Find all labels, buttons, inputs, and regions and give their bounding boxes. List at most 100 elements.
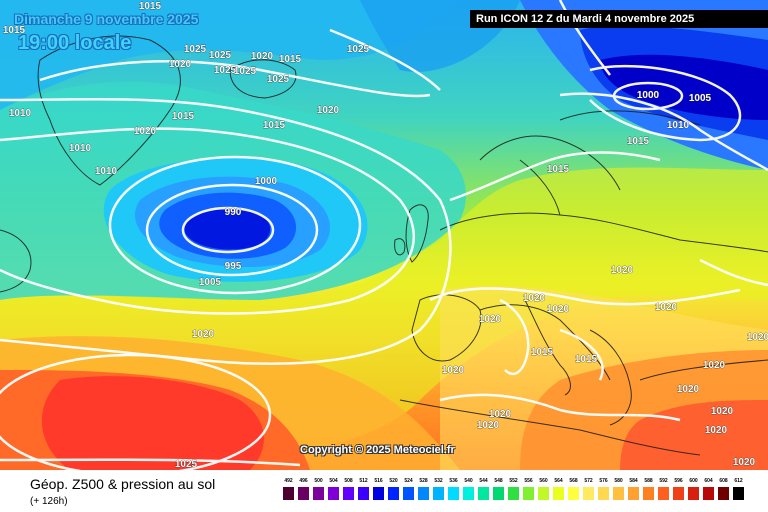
scale-step: 568 bbox=[568, 477, 579, 507]
scale-step: 504 bbox=[328, 477, 339, 507]
scale-step: 556 bbox=[523, 477, 534, 507]
isobar-label: 1020 bbox=[733, 457, 756, 468]
scale-label: 532 bbox=[434, 478, 443, 484]
isobar-label: 1020 bbox=[655, 302, 678, 313]
scale-label: 512 bbox=[359, 478, 368, 484]
scale-step: 580 bbox=[613, 477, 624, 507]
isobar-label: 1010 bbox=[9, 108, 32, 119]
scale-swatch bbox=[343, 487, 354, 500]
scale-swatch bbox=[613, 487, 624, 500]
scale-swatch bbox=[448, 487, 459, 500]
isobar-label: 1020 bbox=[169, 59, 192, 70]
scale-swatch bbox=[733, 487, 744, 500]
isobar-label: 1000 bbox=[637, 90, 660, 101]
scale-label: 568 bbox=[569, 478, 578, 484]
isobar-label: 1015 bbox=[575, 354, 598, 365]
scale-label: 600 bbox=[689, 478, 698, 484]
scale-label: 492 bbox=[284, 478, 293, 484]
scale-step: 608 bbox=[718, 477, 729, 507]
isobar-label: 1020 bbox=[705, 425, 728, 436]
scale-swatch bbox=[328, 487, 339, 500]
scale-step: 496 bbox=[298, 477, 309, 507]
scale-step: 524 bbox=[403, 477, 414, 507]
isobar-label: 1010 bbox=[69, 143, 92, 154]
scale-step: 548 bbox=[493, 477, 504, 507]
scale-step: 576 bbox=[598, 477, 609, 507]
isobar-label: 1025 bbox=[234, 66, 257, 77]
valid-time: 19:00 locale bbox=[18, 32, 132, 54]
scale-step: 520 bbox=[388, 477, 399, 507]
scale-label: 576 bbox=[599, 478, 608, 484]
scale-step: 532 bbox=[433, 477, 444, 507]
isobar-label: 1025 bbox=[347, 44, 370, 55]
scale-step: 492 bbox=[283, 477, 294, 507]
scale-step: 500 bbox=[313, 477, 324, 507]
isobar-label: 1020 bbox=[192, 329, 215, 340]
scale-step: 588 bbox=[643, 477, 654, 507]
isobar-label: 1015 bbox=[547, 164, 570, 175]
forecast-lead-time: (+ 126h) bbox=[30, 496, 68, 507]
scale-label: 516 bbox=[374, 478, 383, 484]
isobar-label: 1020 bbox=[442, 365, 465, 376]
scale-step: 508 bbox=[343, 477, 354, 507]
isobar-label: 1015 bbox=[172, 111, 195, 122]
isobar-label: 1025 bbox=[267, 74, 290, 85]
scale-label: 548 bbox=[494, 478, 503, 484]
scale-step: 552 bbox=[508, 477, 519, 507]
scale-step: 612 bbox=[733, 477, 744, 507]
scale-label: 536 bbox=[449, 478, 458, 484]
scale-swatch bbox=[358, 487, 369, 500]
scale-swatch bbox=[463, 487, 474, 500]
isobar-label: 1000 bbox=[255, 176, 278, 187]
scale-label: 584 bbox=[629, 478, 638, 484]
scale-swatch bbox=[703, 487, 714, 500]
scale-swatch bbox=[298, 487, 309, 500]
scale-swatch bbox=[478, 487, 489, 500]
isobar-label: 1005 bbox=[199, 277, 222, 288]
isobar-label: 1025 bbox=[209, 50, 232, 61]
isobar-label: 1010 bbox=[95, 166, 118, 177]
scale-swatch bbox=[388, 487, 399, 500]
scale-swatch bbox=[493, 487, 504, 500]
scale-swatch bbox=[538, 487, 549, 500]
isobar-label: 1020 bbox=[489, 409, 512, 420]
scale-label: 528 bbox=[419, 478, 428, 484]
scale-label: 588 bbox=[644, 478, 653, 484]
scale-step: 592 bbox=[658, 477, 669, 507]
scale-swatch bbox=[553, 487, 564, 500]
scale-swatch bbox=[283, 487, 294, 500]
isobar-label: 1020 bbox=[711, 406, 734, 417]
scale-swatch bbox=[598, 487, 609, 500]
scale-swatch bbox=[508, 487, 519, 500]
isobar-label: 1015 bbox=[3, 25, 26, 36]
scale-swatch bbox=[418, 487, 429, 500]
isobar-label: 1015 bbox=[139, 1, 162, 12]
isobar-label: 990 bbox=[225, 207, 242, 218]
scale-step: 604 bbox=[703, 477, 714, 507]
scale-swatch bbox=[583, 487, 594, 500]
scale-label: 560 bbox=[539, 478, 548, 484]
scale-swatch bbox=[673, 487, 684, 500]
scale-swatch bbox=[718, 487, 729, 500]
isobar-label: 1020 bbox=[611, 265, 634, 276]
isobar-label: 1025 bbox=[175, 459, 198, 470]
isobar-label: 1015 bbox=[627, 136, 650, 147]
scale-swatch bbox=[628, 487, 639, 500]
scale-label: 552 bbox=[509, 478, 518, 484]
scale-label: 524 bbox=[404, 478, 413, 484]
scale-swatch bbox=[523, 487, 534, 500]
scale-label: 544 bbox=[479, 478, 488, 484]
scale-label: 564 bbox=[554, 478, 563, 484]
scale-label: 572 bbox=[584, 478, 593, 484]
scale-step: 516 bbox=[373, 477, 384, 507]
scale-label: 504 bbox=[329, 478, 338, 484]
model-run-label: Run ICON 12 Z du Mardi 4 novembre 2025 bbox=[470, 10, 768, 28]
scale-swatch bbox=[568, 487, 579, 500]
scale-step: 540 bbox=[463, 477, 474, 507]
isobar-label: 1015 bbox=[531, 347, 554, 358]
isobar-label: 1025 bbox=[184, 44, 207, 55]
isobar-label: 1020 bbox=[747, 332, 768, 343]
scale-step: 560 bbox=[538, 477, 549, 507]
copyright-notice: Copyright © 2025 Meteociel.fr bbox=[300, 444, 455, 456]
